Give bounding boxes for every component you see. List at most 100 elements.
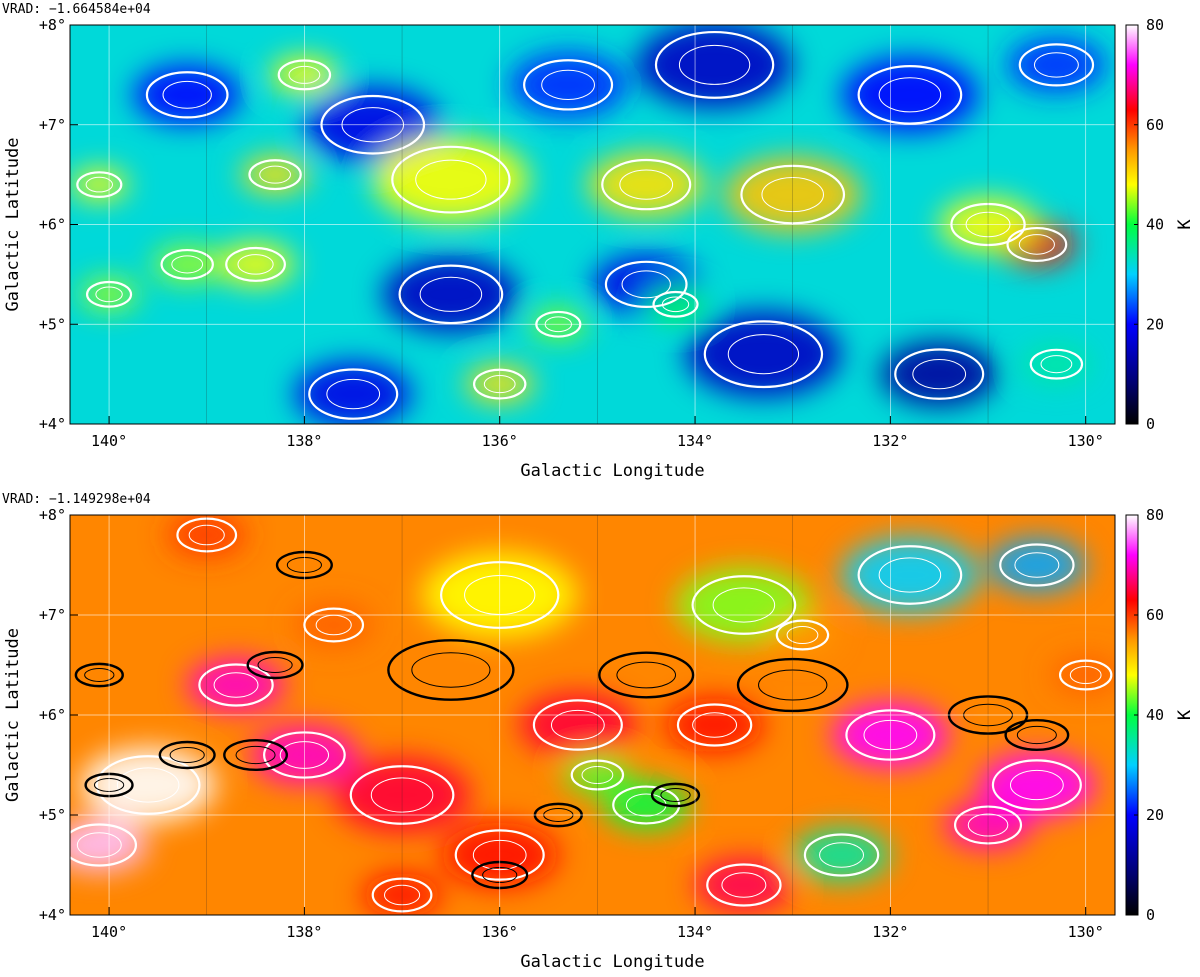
black-contour-inner-8 [758,669,828,701]
white-contour-25 [1029,348,1084,380]
white-contour-inner-4 [878,77,942,113]
white-contour-inner-2 [541,69,595,100]
intensity-blob-14 [841,537,979,613]
white-contour-17 [803,833,880,877]
white-contour-20 [371,877,433,913]
white-contour-inner-25 [1040,355,1073,374]
intensity-field [70,25,1106,424]
white-contour-18 [225,246,286,282]
white-contour-10 [76,171,123,199]
white-contour-16 [308,368,399,420]
white-contour-inner-3 [678,44,751,85]
white-contour-9 [248,159,302,191]
x-tick-label: 132° [872,923,908,941]
white-contour-7 [601,158,692,211]
intensity-blob-16 [602,780,691,830]
bottom-map-panel: VRAD: −1.149298e+04 140° 138° 136° 134° 132° 1… [2,492,1195,972]
white-contour-5 [532,699,623,751]
intensity-blob-5 [1007,38,1106,92]
intensity-blob-22 [294,603,373,647]
colorbar-tick-label: 80 [1146,506,1164,524]
colorbar-tick-label: 60 [1146,116,1164,134]
intensity-blob-3 [333,757,471,833]
white-contour-inner-12 [419,276,483,312]
white-contour-inner-17 [819,842,865,868]
intensity-blob-9 [240,155,310,194]
white-contour-24 [652,290,699,318]
y-tick-label: +7° [39,116,66,134]
white-contour-inner-5 [1033,52,1079,78]
white-contour-inner-19 [188,524,225,546]
intensity-blob-18 [563,756,632,794]
map-title: VRAD: −1.664584e+04 [2,2,151,17]
colorbar-tick-label: 20 [1146,806,1164,824]
white-contour-4 [198,663,274,707]
white-contour-15 [999,543,1075,587]
x-tick-label: 130° [1068,923,1104,941]
x-axis-label: Galactic Longitude [520,952,704,972]
white-contour-inner-14 [727,334,800,375]
white-contour-14 [703,320,824,389]
white-contour-11 [706,863,782,907]
intensity-blob-5 [519,692,637,758]
white-contour-inner-15 [912,358,967,390]
white-contour-9 [953,805,1023,845]
black-contour-9 [246,650,304,680]
colorbar-tick-label: 0 [1146,906,1155,924]
white-contour-13 [691,575,797,635]
x-tick-label: 134° [677,432,713,450]
white-contour-inner-3 [370,777,434,813]
intensity-blob-8 [724,156,862,233]
intensity-blob-14 [685,311,842,398]
white-contour-inner-13 [712,587,776,623]
black-contour-7 [598,651,695,699]
y-tick-label: +8° [39,16,66,34]
white-contour-inner-22 [1018,234,1055,255]
map-image [70,25,1115,424]
white-contour-17 [160,248,214,280]
top-map-panel: VRAD: −1.664584e+04 140° 138° 136° 134° 132° 1… [2,2,1195,481]
x-tick-label: 140° [91,923,127,941]
white-contour-inner-18 [581,765,614,785]
intensity-blob-0 [79,747,217,823]
white-contour-2 [523,59,614,111]
black-contour-24 [650,782,701,808]
intensity-blob-15 [880,341,998,407]
white-contour-inner-7 [619,169,674,200]
white-contour-inner-21 [786,625,819,645]
white-contour-0 [145,71,229,119]
black-contour-inner-9 [257,656,293,674]
white-contour-inner-1 [76,832,122,858]
white-contour-6 [676,703,753,747]
white-contour-inner-8 [761,176,824,213]
colorbar-tick-label: 80 [1146,16,1164,34]
black-contour-18 [223,738,289,772]
y-tick-label: +5° [39,806,66,824]
white-contour-5 [1018,43,1095,87]
colorbar-tick-label: 20 [1146,315,1164,333]
white-contour-inner-14 [878,557,942,593]
black-contour-8 [736,657,849,713]
intensity-blob-12 [382,256,520,332]
white-contour-22 [1006,226,1068,262]
white-contour-4 [857,65,963,125]
black-contour-22 [1004,718,1070,752]
x-tick-label: 140° [91,432,127,450]
intensity-blob-17 [792,828,891,882]
white-contour-inner-16 [326,378,381,410]
white-contour-inner-0 [116,767,180,803]
x-tick-label: 136° [482,432,518,450]
y-tick-label: +4° [39,906,66,924]
y-tick-label: +5° [39,315,66,333]
colorbar-tick-label: 0 [1146,415,1155,433]
x-axis-label: Galactic Longitude [520,461,704,481]
x-tick-label: 132° [872,432,908,450]
black-contour-inner-7 [616,661,677,689]
y-tick-label: +6° [39,216,66,234]
intensity-blob-25 [1022,345,1091,383]
white-contour-15 [894,348,985,400]
white-contour-8 [991,759,1082,811]
intensity-blob-21 [768,616,837,654]
x-tick-label: 134° [677,923,713,941]
